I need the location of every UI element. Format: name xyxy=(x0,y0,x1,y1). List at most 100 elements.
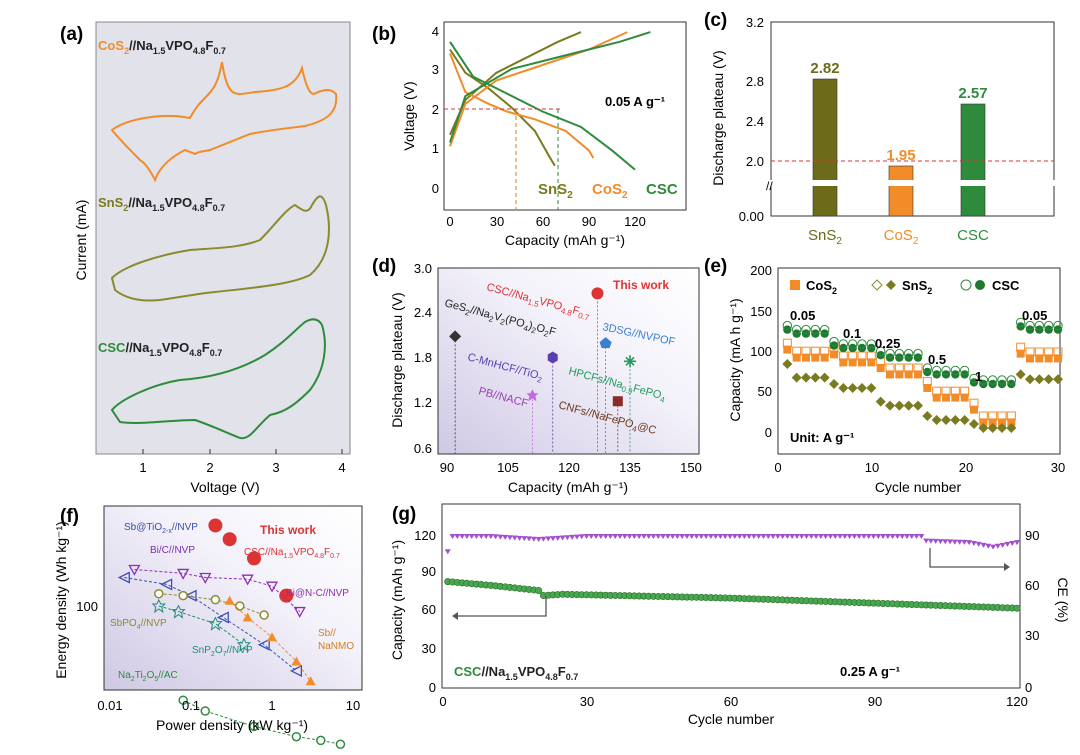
series-bicnvp-point xyxy=(265,581,279,593)
ytick: 200 xyxy=(750,263,772,278)
ce-point xyxy=(454,534,461,539)
point-sns2 xyxy=(1053,374,1063,385)
ce-point xyxy=(583,534,590,539)
ce-point xyxy=(755,534,762,539)
ce-point xyxy=(693,534,700,539)
point-cnfs xyxy=(612,396,623,407)
series-na2ti2o5ac-point xyxy=(178,695,188,705)
legend-label-cos2: CoS2 xyxy=(806,278,837,296)
series-cscna15vpo48f07-point xyxy=(208,518,223,533)
ce-point xyxy=(985,543,992,549)
bar-category-sns2: SnS2 xyxy=(808,227,842,247)
panel-b-yticks: 0 1 2 3 4 xyxy=(432,24,439,196)
cell-label: CSC//Na1.5VPO4.8F0.7 xyxy=(454,664,578,682)
panel-g-rate: 0.25 A g⁻¹ xyxy=(840,664,900,679)
ytick: 150 xyxy=(750,304,772,319)
ce-point xyxy=(497,534,504,540)
ce-point xyxy=(688,534,695,539)
panel-g-label: (g) xyxy=(392,504,416,525)
xtick: 90 xyxy=(440,460,454,475)
point-cos2-ce xyxy=(941,386,951,396)
panel-f-ylabel: Energy density (Wh kg⁻¹) xyxy=(53,521,69,679)
point-sns2 xyxy=(969,419,979,429)
ce-point xyxy=(511,535,518,541)
series-sbpo4nvp-point xyxy=(235,601,245,611)
panel-g-xlabel: Cycle number xyxy=(688,711,775,727)
point-csc-ce xyxy=(1015,317,1026,328)
panel-g-series xyxy=(444,534,1021,612)
legend-marker-csc xyxy=(975,280,985,290)
ytick: 60 xyxy=(422,602,436,617)
panel-b-ylabel: Voltage (V) xyxy=(401,81,417,150)
point-csc-ce xyxy=(1053,320,1063,331)
ce-point xyxy=(927,538,934,544)
curve-sns2-discharge xyxy=(449,48,556,167)
label-sbpo4: SbPO4//NVP xyxy=(110,618,167,631)
ce-point xyxy=(674,534,681,539)
ce-point xyxy=(655,534,662,539)
ce-point xyxy=(760,534,767,539)
point-sns2 xyxy=(782,359,793,369)
label-bin: Bi@N-C//NVP xyxy=(286,588,349,599)
ce-point xyxy=(774,534,781,539)
series-label-cos2: CoS2 xyxy=(592,181,628,201)
ce-point xyxy=(727,534,733,539)
ce-point xyxy=(889,534,896,539)
point-sns2 xyxy=(791,372,802,383)
point-sns2 xyxy=(1006,423,1017,433)
point-sns2 xyxy=(959,415,970,425)
xtick: 10 xyxy=(865,460,879,475)
ce-point xyxy=(573,534,580,540)
panel-f: (f) This work Sb@TiO2-x//NVP Bi/C//NVP C… xyxy=(53,505,363,749)
ce-point xyxy=(784,534,791,539)
point-sns2 xyxy=(866,383,877,393)
point-sns2 xyxy=(894,400,905,411)
ce-point xyxy=(621,534,628,539)
point-cos2 xyxy=(1007,418,1016,427)
point-cos2-ce xyxy=(820,346,830,356)
point-sns2 xyxy=(913,400,923,411)
xtick: 4 xyxy=(338,460,345,475)
point-cos2 xyxy=(802,353,810,362)
panel-e: (e) CoS2 SnS2 CSC 0.05 0.1 0.25 0.5 1 0.… xyxy=(704,256,1065,495)
panel-e-points xyxy=(782,317,1063,433)
ytick: 120 xyxy=(414,528,436,543)
ytick: 0.00 xyxy=(739,209,764,224)
point-sns2 xyxy=(1015,369,1026,380)
ytick: 100 xyxy=(76,599,98,614)
ce-point xyxy=(554,535,561,541)
series-sbnanmo-point xyxy=(242,612,253,622)
panel-e-ylabel: Capacity (mA h g⁻¹) xyxy=(727,298,743,421)
ce-point xyxy=(660,534,667,539)
point-cos2 xyxy=(858,358,866,367)
rate-label: 0.1 xyxy=(843,326,861,341)
arrow-right-axis xyxy=(929,548,1004,568)
point-cos2 xyxy=(951,393,960,402)
ce-point xyxy=(492,534,499,540)
point-sns2 xyxy=(801,372,811,383)
point-cos2-ce xyxy=(922,377,932,387)
cv-curve-sns2 xyxy=(110,195,330,302)
point-cos2-ce xyxy=(894,363,904,373)
ce-point xyxy=(664,534,671,539)
ce-point xyxy=(980,542,987,548)
ce-point xyxy=(908,534,915,539)
ytick: 100 xyxy=(750,344,772,359)
point-sns2 xyxy=(1043,374,1054,385)
point-csc-ce xyxy=(875,346,886,356)
ce-point xyxy=(473,534,480,539)
panel-b-label: (b) xyxy=(372,24,396,45)
curve-csc-discharge xyxy=(449,41,636,171)
point-cos2-ce xyxy=(782,338,792,348)
ce-point xyxy=(483,534,490,539)
ytick: 1 xyxy=(432,141,439,156)
panel-g: (g) CSC//Na1.5VPO4.8F0.7 0.25 A g⁻¹ 0 30… xyxy=(389,503,1071,727)
panel-d-points xyxy=(449,287,636,454)
ce-point xyxy=(999,542,1006,548)
xtick: 2 xyxy=(206,460,213,475)
xtick: 120 xyxy=(1006,694,1028,709)
point-cos2 xyxy=(904,370,913,379)
ce-point xyxy=(746,534,753,539)
point-csc-ce xyxy=(810,324,821,335)
xtick: 20 xyxy=(959,460,973,475)
